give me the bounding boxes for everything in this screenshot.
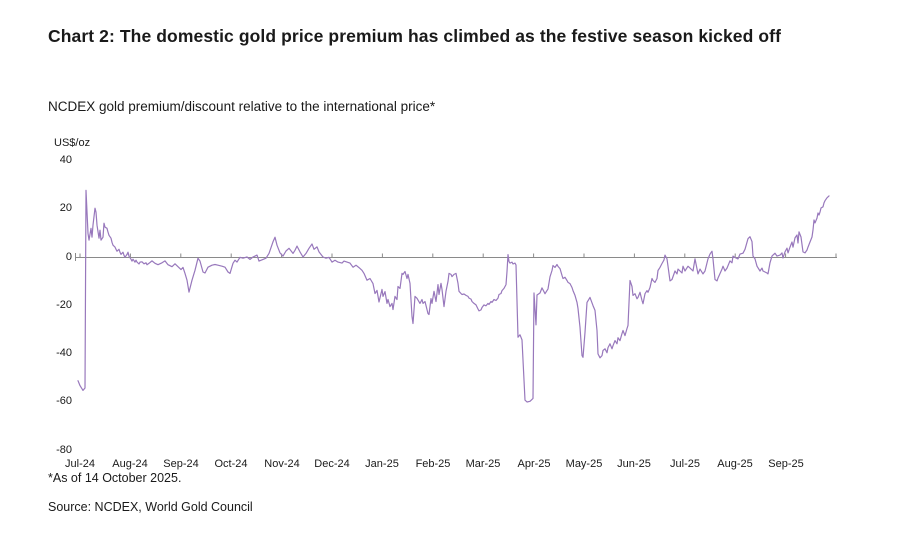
y-tick-label: 40 [59, 154, 72, 166]
y-tick-label: 20 [59, 202, 72, 214]
x-tick-label: Nov-24 [264, 458, 300, 470]
x-tick-label: Apr-25 [517, 458, 551, 470]
axis-tick-marks [75, 253, 837, 261]
y-axis-unit-label: US$/oz [54, 137, 91, 149]
y-tick-label: -80 [56, 444, 72, 456]
y-tick-label: -40 [56, 347, 72, 359]
y-tick-label: -60 [56, 395, 72, 407]
x-tick-label: Jun-25 [617, 458, 651, 470]
x-tick-label: Aug-24 [112, 458, 148, 470]
x-tick-label: Aug-25 [717, 458, 753, 470]
source-attribution: Source: NCDEX, World Gold Council [48, 500, 253, 514]
x-tick-label: May-25 [565, 458, 603, 470]
x-tick-label: Jul-24 [65, 458, 95, 470]
y-tick-label: 0 [65, 251, 72, 263]
x-tick-label: Sep-25 [768, 458, 804, 470]
y-tick-label: -20 [56, 299, 72, 311]
chart-title: Chart 2: The domestic gold price premium… [48, 26, 782, 46]
x-tick-label: Dec-24 [314, 458, 350, 470]
chart-subtitle: NCDEX gold premium/discount relative to … [48, 99, 436, 114]
x-tick-label: Sep-24 [163, 458, 199, 470]
x-tick-label: Feb-25 [415, 458, 451, 470]
footnote: *As of 14 October 2025. [48, 471, 182, 485]
x-tick-label: Jul-25 [670, 458, 700, 470]
x-tick-label: Oct-24 [214, 458, 248, 470]
premium-discount-line-series [77, 189, 830, 403]
x-tick-label: Mar-25 [465, 458, 501, 470]
x-tick-label: Jan-25 [365, 458, 399, 470]
